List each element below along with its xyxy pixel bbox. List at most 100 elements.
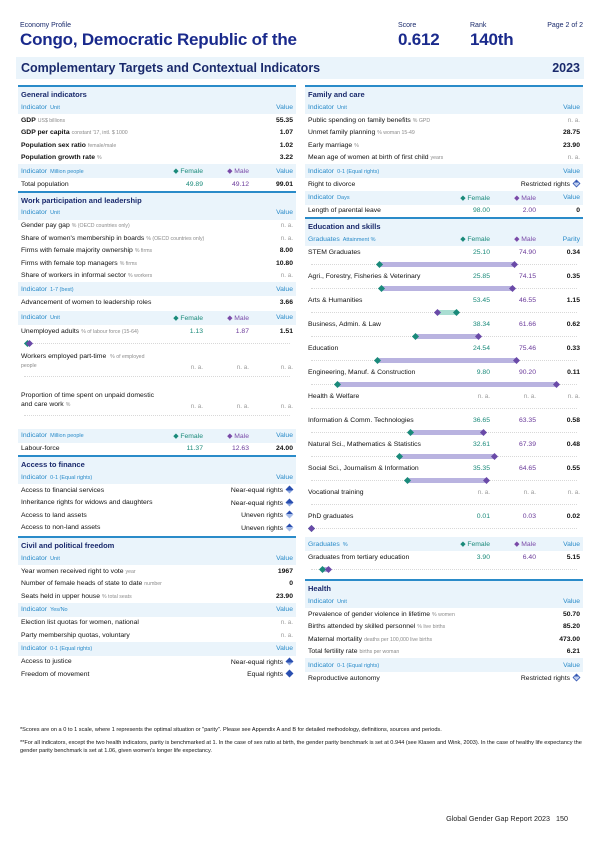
row-label: Health & Welfare — [308, 393, 360, 400]
male-value: 49.12 — [231, 180, 249, 188]
dumbbell-row: Information & Comm. Technologies 36.65 63.… — [305, 414, 583, 438]
male-value: 46.55 — [518, 297, 536, 304]
row-value: n. a. — [280, 402, 293, 410]
indicator-label: Indicator — [21, 554, 48, 562]
row-label: GDP per capita — [21, 129, 70, 137]
unit-label: Million people — [50, 433, 84, 439]
rights-value: Restricted rights — [520, 181, 570, 189]
female-value: n. a. — [190, 402, 203, 410]
row-unit: % total seats — [101, 593, 132, 600]
female-header: ◆ Female — [460, 236, 490, 243]
row-label: Gender pay gap — [21, 222, 70, 230]
unit-label: Unit — [337, 598, 347, 605]
report-name: Global Gender Gap Report 2023 — [446, 814, 550, 823]
table-row: Party membership quotas, voluntary n. a. — [18, 629, 296, 642]
row-label: Early marriage — [308, 141, 353, 149]
banner-year: 2023 — [552, 61, 580, 75]
score-value: 0.612 — [398, 30, 440, 49]
indicator-label: Indicator — [21, 432, 48, 439]
row-value: 28.75 — [562, 129, 580, 137]
row-value: 85.20 — [562, 623, 580, 631]
table-row: Year women received right to vote year 196… — [18, 565, 296, 578]
rank-label: Rank — [470, 22, 487, 29]
row-value: n. a. — [567, 154, 580, 162]
male-header: ◆ Male — [514, 236, 536, 243]
dumbbell-track — [308, 499, 580, 510]
table-row: Gender pay gap% (OECD countries only) n. … — [18, 220, 296, 233]
female-value: 11.37 — [186, 445, 203, 453]
male-header: ◆ Male — [514, 194, 536, 202]
indicator-label: Indicator — [21, 103, 48, 111]
row-value: n. a. — [280, 234, 293, 242]
value-header: Value — [276, 554, 293, 562]
indicator-label: Indicator — [21, 645, 48, 652]
male-header: ◆ Male — [227, 314, 249, 322]
value-header: Value — [276, 473, 293, 481]
unit-label: 0-1 (Equal rights) — [337, 168, 380, 175]
row-label: Right to divorce — [308, 180, 356, 188]
row-label: and care work — [21, 401, 64, 409]
row-unit: % of labour force (15-64) — [81, 328, 139, 335]
female-value: 0.01 — [476, 513, 490, 520]
dumbbell-row: STEM Graduates 25.10 74.90 0.34 — [305, 246, 583, 270]
row-label: Arts & Humanities — [308, 297, 363, 304]
dumbbell-row: Engineering, Manuf. & Construction 9.80 90… — [305, 366, 583, 390]
table-row: Births attended by skilled personnel% li… — [305, 621, 583, 634]
row-label: Firms with female majority ownership — [21, 247, 133, 255]
section-education-skills: Education and skills Graduates Attainment… — [305, 217, 583, 575]
row-label: Advancement of women to leadership roles — [21, 298, 152, 306]
row-unit: % women — [432, 611, 455, 618]
dumbbell-track — [21, 371, 293, 382]
male-header: ◆ Male — [227, 432, 249, 440]
row-label: STEM Graduates — [308, 249, 361, 256]
row-label: Access to non-land assets — [21, 524, 101, 532]
indicator-header: Indicator Yes/No Value — [18, 602, 296, 617]
section-family-care: Family and care Indicator Unit Value Publ… — [305, 85, 583, 217]
value-header: Value — [276, 432, 293, 439]
row-unit: % of employed — [110, 354, 145, 361]
table-row: GDP US$ billions 55.35 — [18, 114, 296, 127]
value-header: Value — [276, 209, 293, 216]
row-unit: number — [144, 581, 162, 588]
table-row: Firms with female top managers% firms 10.… — [18, 257, 296, 270]
row-value: n. a. — [280, 619, 293, 627]
section-work-participation: Work participation and leadership Indica… — [18, 190, 296, 456]
male-marker-icon — [307, 524, 315, 533]
row-label: Public spending on family benefits — [308, 116, 411, 124]
female-header: ◆ Female — [173, 314, 203, 322]
female-value: n. a. — [477, 489, 490, 496]
row-label: Access to justice — [21, 658, 72, 666]
parity-value: 0.02 — [566, 513, 580, 520]
unit-label: Unit — [50, 210, 60, 216]
female-diamond-icon: ◆ — [460, 194, 468, 202]
indicator-header: Indicator Unit Value — [305, 100, 583, 114]
dumbbell-row: Agri., Forestry, Fisheries & Veterinary 2… — [305, 270, 583, 294]
male-diamond-icon: ◆ — [514, 236, 522, 243]
male-value: 74.15 — [518, 273, 536, 280]
table-row: Length of parental leave 98.00 2.00 0 — [305, 205, 583, 218]
male-diamond-icon: ◆ — [227, 314, 235, 322]
row-unit: births per woman — [359, 649, 400, 656]
row-value: 0 — [289, 580, 293, 588]
row-unit: % — [97, 155, 102, 162]
row-label: Inheritance rights for widows and daught… — [21, 499, 153, 507]
row-label: Firms with female top managers — [21, 259, 118, 267]
female-value: 24.54 — [472, 345, 490, 352]
row-value: 1.51 — [279, 327, 293, 335]
female-header: ◆ Female — [460, 194, 490, 202]
row-label: PhD graduates — [308, 513, 354, 520]
table-row: Access to non-land assets Uneven rights — [18, 522, 296, 535]
graduates-label: Graduates — [308, 235, 340, 243]
parity-value: 0.35 — [566, 273, 580, 280]
parity-value: 0.48 — [566, 441, 580, 448]
male-value: 0.03 — [522, 513, 536, 520]
row-label: Freedom of movement — [21, 670, 90, 678]
score-label: Score — [398, 22, 417, 29]
row-value: 473.00 — [559, 635, 580, 643]
row-label: Year women received right to vote — [21, 567, 124, 575]
dumbbell-row: Social Sci., Journalism & Information 35.… — [305, 462, 583, 486]
row-label: Party membership quotas, voluntary — [21, 631, 130, 639]
row-unit: deaths per 100,000 live births — [364, 636, 433, 643]
row-value: 1.02 — [279, 141, 293, 149]
female-value: 35.35 — [472, 465, 490, 472]
